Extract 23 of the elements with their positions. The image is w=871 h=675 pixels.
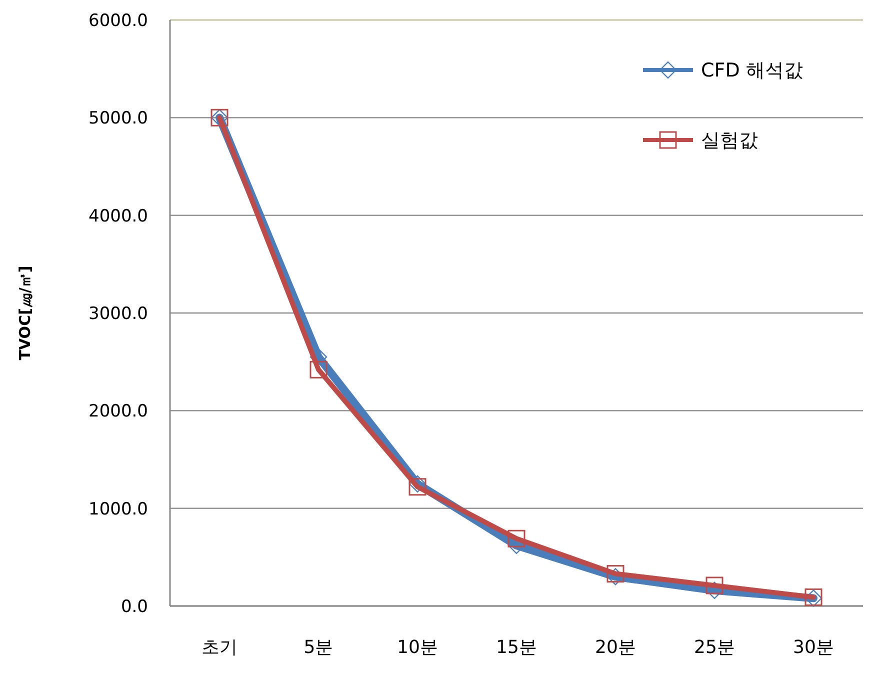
y-tick-label: 0.0 xyxy=(120,596,148,617)
x-tick-label: 30분 xyxy=(793,637,834,658)
x-tick-label: 10분 xyxy=(397,637,438,658)
x-tick-label: 15분 xyxy=(496,637,537,658)
y-tick-label: 5000.0 xyxy=(88,108,148,129)
point xyxy=(310,360,328,378)
y-axis-title: TVOC[㎍/㎥] xyxy=(16,266,34,360)
legend-label: 실험값 xyxy=(701,130,758,152)
y-tick-label: 4000.0 xyxy=(88,206,148,226)
legend-label: CFD 해석값 xyxy=(701,60,803,82)
point xyxy=(408,478,426,496)
x-tick-label: 25분 xyxy=(694,637,735,658)
point xyxy=(408,475,426,493)
y-tick-label: 3000.0 xyxy=(88,304,148,324)
x-tick-label: 초기 xyxy=(202,637,238,658)
y-tick-label: 1000.0 xyxy=(88,499,148,520)
point xyxy=(508,530,526,548)
x-tick-label: 20분 xyxy=(595,637,636,658)
y-tick-label: 6000.0 xyxy=(88,10,148,31)
x-tick-label: 5분 xyxy=(304,637,334,658)
y-tick-label: 2000.0 xyxy=(88,402,148,422)
point xyxy=(606,565,624,583)
point xyxy=(706,576,724,594)
